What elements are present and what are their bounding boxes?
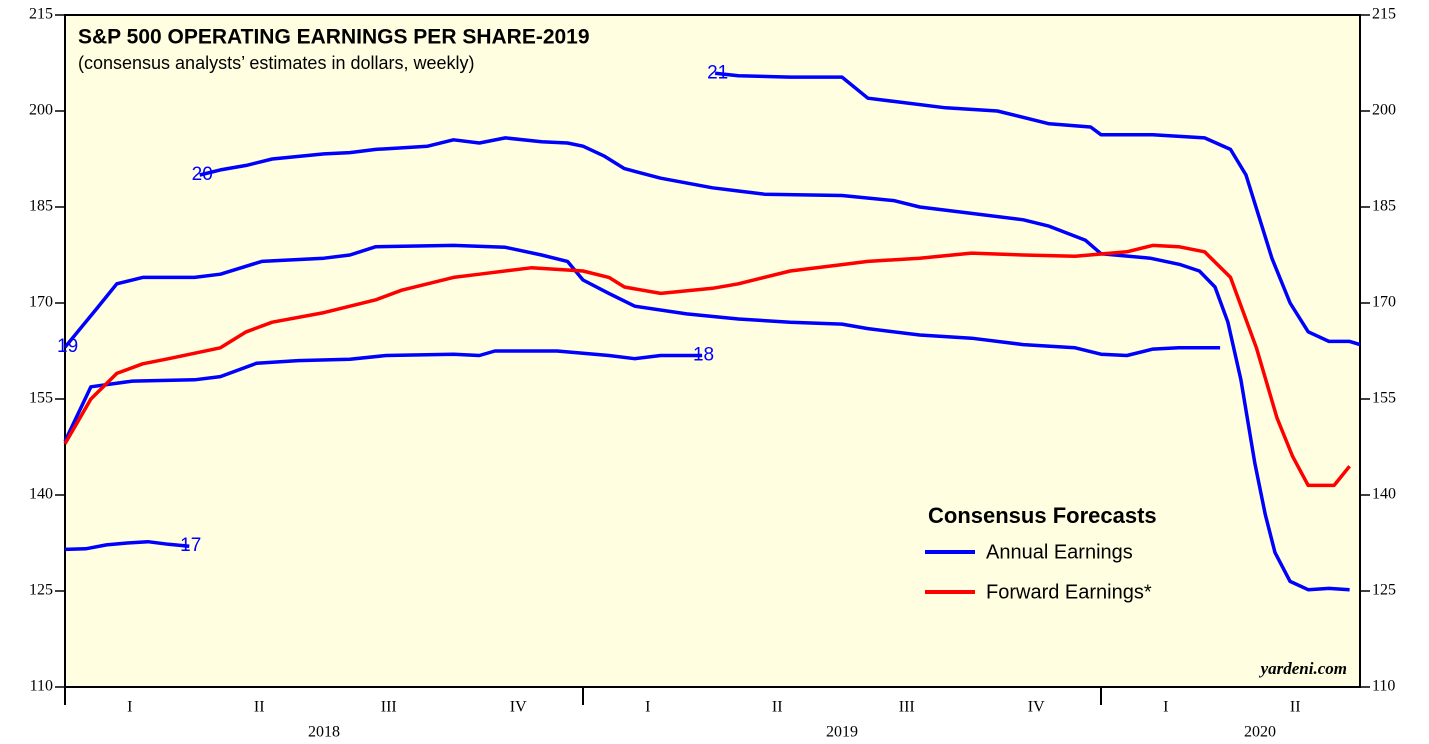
- year-label: 2018: [308, 724, 340, 741]
- y-tick-label: 110: [1372, 678, 1395, 695]
- y-tick-label: 215: [1372, 6, 1396, 23]
- x-tick-label: I: [127, 699, 132, 716]
- x-tick-label: II: [254, 699, 265, 716]
- y-tick-label: 185: [1372, 198, 1396, 215]
- x-tick-label: IV: [1028, 699, 1045, 716]
- y-tick-label: 200: [29, 102, 53, 119]
- x-tick-label: I: [1163, 699, 1168, 716]
- year-label: 2019: [826, 724, 858, 741]
- y-tick-label: 125: [1372, 582, 1396, 599]
- series-line: [714, 71, 1361, 347]
- x-tick-label: IV: [510, 699, 527, 716]
- year-label: 2020: [1244, 724, 1276, 741]
- y-tick-label: 155: [1372, 390, 1396, 407]
- series-label: 20: [192, 164, 213, 185]
- series-line: [199, 136, 1350, 592]
- legend-title: Consensus Forecasts: [928, 503, 1157, 528]
- y-tick-label: 125: [29, 582, 53, 599]
- y-tick-label: 200: [1372, 102, 1396, 119]
- series-label: 21: [707, 62, 728, 83]
- y-tick-label: 215: [29, 6, 53, 23]
- series-label: 18: [693, 344, 714, 365]
- y-tick-label: 140: [1372, 486, 1396, 503]
- x-tick-label: III: [381, 699, 397, 716]
- chart-title: S&P 500 OPERATING EARNINGS PER SHARE-201…: [78, 26, 590, 49]
- series-line: [63, 349, 703, 442]
- legend-label: Annual Earnings: [986, 541, 1133, 563]
- series-line: [63, 243, 1221, 358]
- x-tick-label: III: [899, 699, 915, 716]
- y-tick-label: 140: [29, 486, 53, 503]
- series-label: 19: [57, 336, 78, 357]
- series-line: [63, 243, 1351, 488]
- x-tick-label: II: [772, 699, 783, 716]
- x-tick-label: I: [645, 699, 650, 716]
- x-tick-label: II: [1290, 699, 1301, 716]
- series-label: 17: [180, 535, 201, 556]
- y-tick-label: 110: [30, 678, 53, 695]
- series-line: [64, 539, 190, 552]
- chart-subtitle: (consensus analysts’ estimates in dollar…: [78, 53, 475, 73]
- y-tick-label: 170: [29, 294, 53, 311]
- y-tick-label: 155: [29, 390, 53, 407]
- source: yardeni.com: [1259, 659, 1347, 678]
- legend-label: Forward Earnings*: [986, 581, 1152, 603]
- y-tick-label: 185: [29, 198, 53, 215]
- y-tick-label: 170: [1372, 294, 1396, 311]
